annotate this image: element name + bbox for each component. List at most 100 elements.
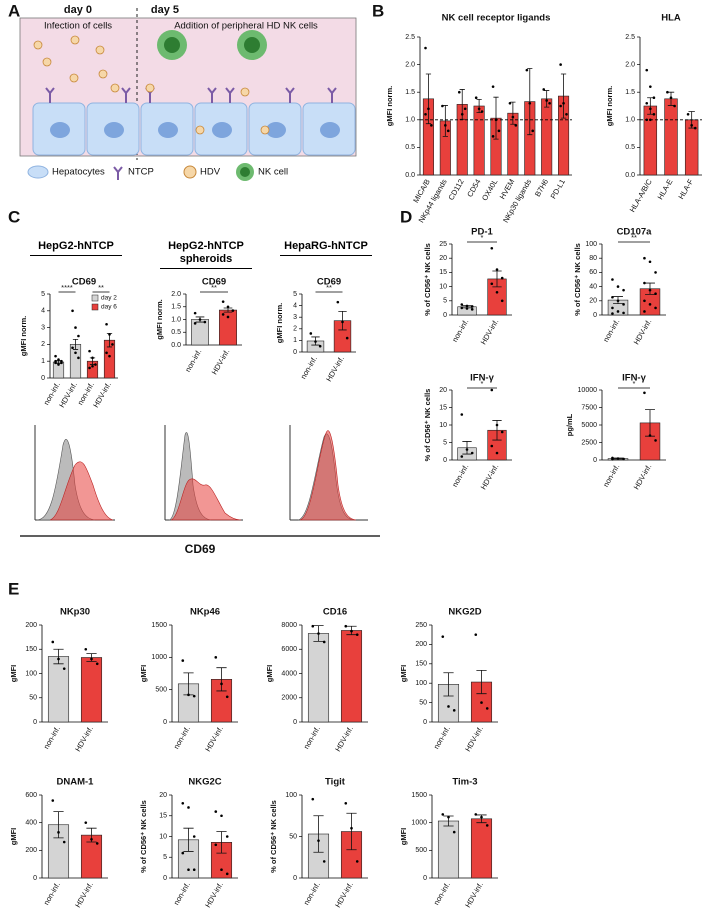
data-point [95,662,99,666]
data-point [187,868,190,871]
x-tick-label: CD112 [446,177,465,201]
x-tick-label: HDV-inf. [203,880,225,909]
y-tick-label: 500 [415,847,427,854]
data-point [611,458,614,461]
error-bar [560,73,567,119]
data-point [341,320,344,324]
data-point [336,300,340,304]
chart-title: Tigit [325,777,346,788]
x-tick-label: HDV-inf. [73,724,95,753]
y-tick-label: 7500 [581,404,597,411]
data-point [220,682,223,686]
x-tick-label: HDV-inf. [324,354,346,383]
data-point [226,305,230,309]
data-point [490,388,494,392]
error-bar [313,815,324,853]
y-tick-label: 0 [593,457,597,464]
data-point [51,799,55,802]
data-point [108,333,111,336]
y-tick-label: 5 [443,439,447,446]
legend-label: Hepatocytes [52,167,105,178]
error-bar [647,97,654,115]
x-tick-label: non-inf. [432,724,452,750]
y-tick-label: 600 [25,792,37,799]
day-label: day 0 [64,4,92,16]
legend-label: NK cell [258,167,288,178]
data-point [460,112,464,116]
x-tick-label: non-inf. [299,354,319,380]
y-tick-label: 0 [293,719,297,726]
x-tick-label: non-inf. [432,880,452,906]
data-point [648,260,652,264]
data-point [559,104,562,108]
data-point [94,363,97,366]
error-bar [183,827,194,852]
y-tick-label: 2.5 [625,34,635,41]
chart-title: IFN-γ [622,373,646,384]
error-bar [510,101,516,125]
day-label: day 5 [151,4,179,16]
y-tick-label: 15 [159,813,167,820]
legend-icon [27,165,49,179]
data-point [231,309,235,312]
x-tick-label: non-inf. [450,462,470,488]
y-tick-label: 10 [439,283,447,290]
data-point [84,647,88,651]
data-point [187,806,190,809]
y-tick-label: 0 [423,875,427,882]
panel-label: A [8,1,20,20]
data-point [441,635,445,638]
data-point [60,361,63,365]
y-axis-label: % of CD56⁺ NK cells [269,800,278,873]
significance-label: ** [211,283,217,292]
data-point [452,830,456,834]
y-tick-label: 0 [293,349,297,356]
data-point [645,68,649,72]
data-point [643,391,646,395]
data-point [322,640,326,644]
bar [473,105,485,176]
y-tick-label: 2000 [281,695,297,702]
data-point [111,343,114,346]
data-point [460,413,464,416]
data-point [447,815,450,819]
bar [541,98,553,176]
error-bar [443,672,454,697]
bar [80,657,103,723]
y-tick-label: 4 [293,302,297,309]
y-tick-label: 1.0 [171,316,181,323]
data-point [311,797,315,801]
y-tick-label: 0 [33,719,37,726]
panel-label: B [372,1,384,20]
x-tick-label: HDV-inf. [632,317,654,346]
y-tick-label: 1000 [411,820,427,827]
x-tick-label: HLA-A/B/C [628,177,654,214]
y-tick-label: 0 [33,875,37,882]
y-axis-label: % of CD56⁺ NK cells [139,800,148,873]
y-tick-label: 20 [159,792,167,799]
y-axis-label: gMFI [9,665,18,683]
bar [307,633,330,723]
data-point [71,309,74,313]
data-point [474,633,478,636]
nuclei [50,122,340,138]
y-tick-label: 100 [25,670,37,677]
x-tick-label: non-inf. [172,880,192,906]
data-point [317,632,320,635]
y-axis-label: % of CD56⁺ NK cells [573,243,582,316]
error-bar [216,667,227,692]
data-point [495,290,499,294]
y-tick-label: 200 [25,622,37,629]
y-tick-label: 400 [25,820,37,827]
chart-title: DNAM-1 [57,777,95,788]
data-point [350,826,353,830]
legend-label: day 2 [101,295,117,302]
error-bar [493,96,499,140]
y-axis-label: gMFI [9,828,18,846]
x-tick-label: HDV-inf. [479,317,501,346]
y-tick-label: 5 [41,291,45,298]
x-tick-label: HDV-inf. [632,462,654,491]
x-tick-label: HLA-F [676,177,695,201]
data-point [193,311,197,315]
data-point [495,423,499,427]
